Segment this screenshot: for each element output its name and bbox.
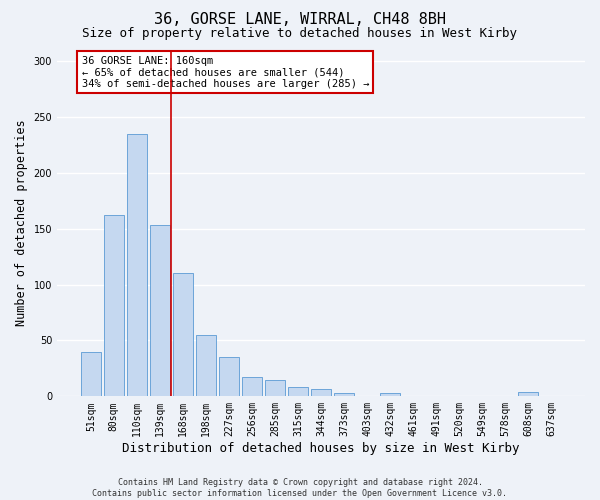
Bar: [173, 274, 193, 396]
Bar: [104, 216, 124, 396]
Y-axis label: Number of detached properties: Number of detached properties: [15, 120, 28, 326]
Bar: [334, 393, 354, 396]
Bar: [380, 393, 400, 396]
X-axis label: Distribution of detached houses by size in West Kirby: Distribution of detached houses by size …: [122, 442, 520, 455]
Bar: [311, 388, 331, 396]
Text: Size of property relative to detached houses in West Kirby: Size of property relative to detached ho…: [83, 28, 517, 40]
Bar: [288, 388, 308, 396]
Bar: [265, 380, 285, 396]
Bar: [81, 352, 101, 397]
Bar: [518, 392, 538, 396]
Text: 36, GORSE LANE, WIRRAL, CH48 8BH: 36, GORSE LANE, WIRRAL, CH48 8BH: [154, 12, 446, 28]
Bar: [196, 335, 216, 396]
Bar: [127, 134, 146, 396]
Text: Contains HM Land Registry data © Crown copyright and database right 2024.
Contai: Contains HM Land Registry data © Crown c…: [92, 478, 508, 498]
Bar: [242, 378, 262, 396]
Text: 36 GORSE LANE: 160sqm
← 65% of detached houses are smaller (544)
34% of semi-det: 36 GORSE LANE: 160sqm ← 65% of detached …: [82, 56, 369, 89]
Bar: [219, 357, 239, 397]
Bar: [150, 226, 170, 396]
